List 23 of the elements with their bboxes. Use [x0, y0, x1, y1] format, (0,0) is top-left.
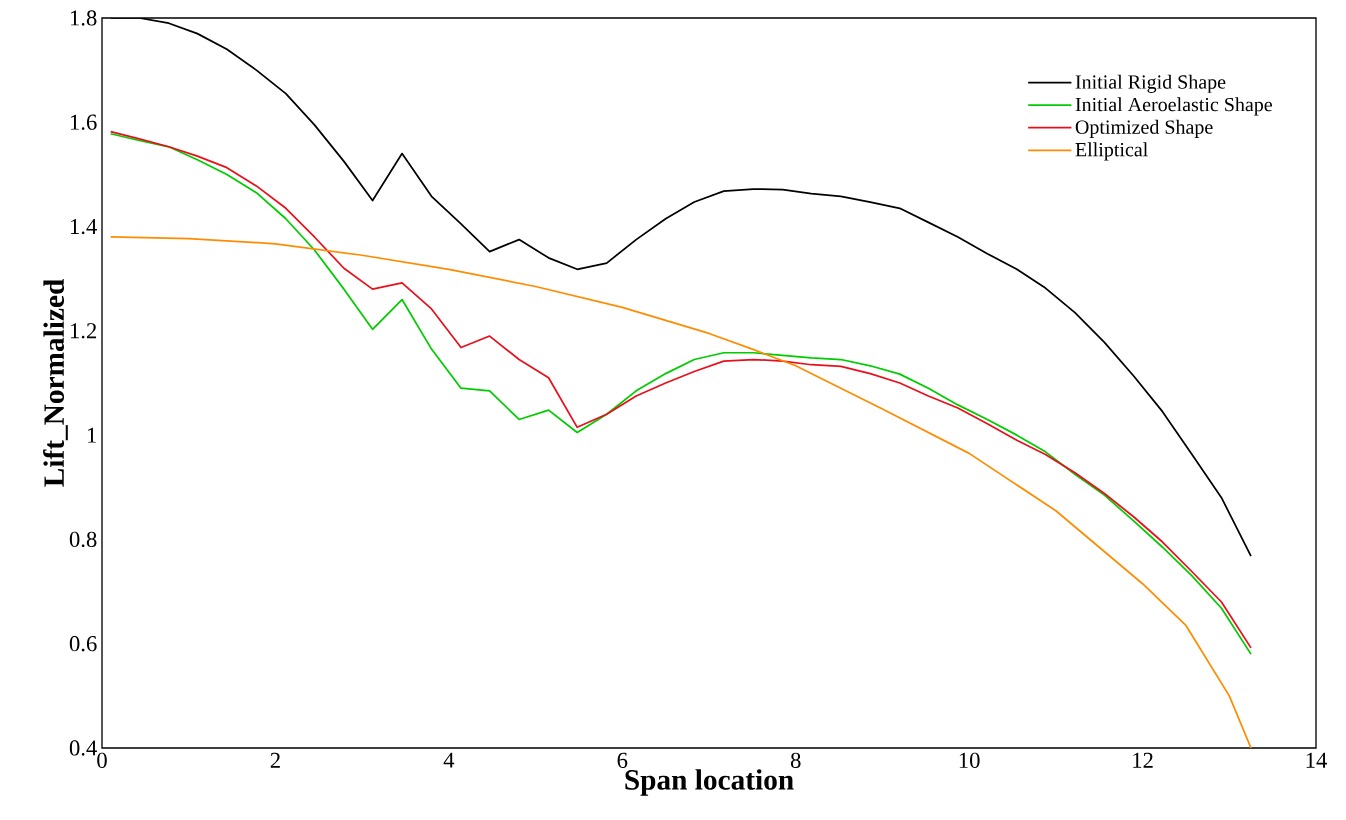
x-tick-label: 8 [790, 752, 801, 768]
x-tick-label: 2 [270, 752, 280, 768]
x-tick-label: 10 [959, 752, 980, 768]
x-tick-label: 12 [1133, 752, 1153, 768]
y-tick-label: 1.8 [70, 10, 97, 26]
legend-label: Elliptical [1075, 142, 1148, 161]
y-tick-label: 0.6 [69, 636, 97, 652]
y-tick-label: 0.4 [69, 740, 97, 756]
y-tick-label: 1.2 [70, 323, 97, 339]
y-tick-label: 1.6 [70, 114, 97, 130]
legend-label: Initial Aeroelastic Shape [1075, 97, 1272, 116]
legend-label: Initial Rigid Shape [1075, 74, 1226, 93]
x-axis-title: Span location [625, 769, 794, 796]
x-tick-label: 4 [443, 752, 455, 768]
legend-label: Optimized Shape [1075, 119, 1213, 138]
line-series [109, 236, 1252, 748]
y-tick-label: 1.4 [70, 218, 97, 235]
x-tick-label: 6 [617, 752, 628, 768]
y-axis-title: Lift_Normalized [43, 279, 68, 487]
x-tick-label: 14 [1306, 752, 1327, 768]
x-tick-label: 0 [97, 752, 107, 768]
y-tick-label: 0.8 [69, 531, 97, 548]
y-tick-label: 1 [87, 427, 96, 443]
